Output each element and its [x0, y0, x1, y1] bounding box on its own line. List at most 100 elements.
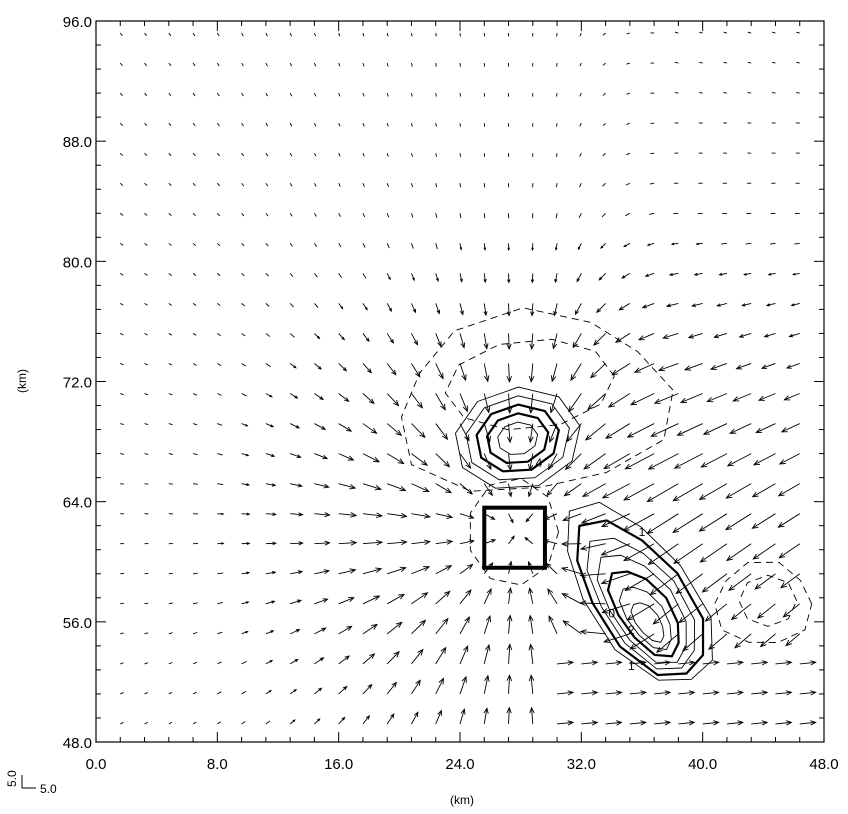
wind-vector-arrow [168, 363, 173, 366]
wind-vector-arrow [338, 685, 348, 695]
wind-vector-arrow [144, 242, 148, 246]
wind-vector-arrow [435, 709, 442, 725]
wind-vector-arrow [771, 31, 776, 34]
wind-vector-arrow [745, 242, 752, 245]
wind-vector-arrow [386, 32, 389, 37]
wind-vector-arrow [601, 212, 606, 218]
wind-vector-arrow [683, 363, 703, 371]
wind-vector-arrow [289, 243, 293, 247]
wind-vector-arrow [579, 92, 582, 97]
wind-vector-arrow [625, 182, 631, 186]
wind-vector-arrow [747, 31, 752, 34]
wind-vector-arrow [289, 453, 302, 458]
wind-vector-arrow [459, 675, 467, 695]
wind-vector-arrow [338, 183, 341, 187]
wind-vector-arrow [674, 31, 679, 34]
wind-vector-arrow [672, 513, 703, 534]
wind-vector-arrow [561, 513, 582, 522]
wind-vector-arrow [290, 570, 304, 575]
wind-vector-arrow [314, 627, 327, 635]
wind-vector-arrow [483, 303, 488, 317]
wind-vector-arrow [435, 565, 453, 575]
wind-vector-arrow [265, 570, 277, 575]
wind-vector-arrow [650, 152, 655, 155]
wind-vector-arrow [603, 633, 631, 643]
wind-vector-arrow [265, 689, 272, 695]
wind-vector-arrow [120, 333, 124, 336]
wind-vector-arrow [687, 333, 703, 339]
wind-vector-arrow [386, 123, 389, 127]
wind-vector-arrow [568, 393, 582, 413]
x-axis-title: (km) [450, 793, 474, 807]
wind-vector-arrow [528, 643, 534, 664]
wind-vector-arrow [483, 213, 486, 219]
positive-contour [596, 554, 687, 663]
wind-vector-arrow [217, 512, 225, 516]
y-tick-label: 96.0 [63, 14, 92, 31]
positive-contour [618, 586, 672, 651]
wind-vector-arrow [775, 720, 793, 726]
wind-vector-arrow [411, 566, 431, 575]
wind-vector-arrow [386, 681, 398, 695]
wind-vector-arrow [120, 272, 124, 276]
wind-vector-arrow [192, 602, 198, 605]
wind-vector-arrow [646, 483, 679, 503]
wind-vector-arrow [314, 273, 318, 278]
wind-vector-arrow [168, 721, 173, 725]
wind-vector-arrow [362, 539, 384, 546]
wind-vector-arrow [265, 303, 270, 307]
wind-vector-arrow [338, 512, 358, 518]
wind-vector-arrow [506, 643, 513, 664]
wind-vector-arrow [657, 363, 679, 372]
wind-vector-arrow [411, 423, 426, 439]
wind-vector-arrow [217, 393, 222, 396]
wind-vector-arrow [508, 535, 515, 544]
wind-vector-arrow [265, 92, 268, 97]
wind-vector-arrow [702, 720, 720, 726]
wind-vector-arrow [119, 92, 123, 97]
wind-vector-arrow [626, 62, 631, 65]
wind-vector-arrow [338, 393, 350, 403]
wind-vector-arrow [193, 572, 198, 575]
wind-vector-arrow [120, 692, 124, 695]
y-axis-title: (km) [15, 369, 29, 393]
positive-contour [465, 395, 570, 481]
wind-vector-arrow [581, 660, 599, 666]
wind-vector-arrow [217, 721, 222, 725]
wind-vector-arrow [796, 61, 800, 64]
wind-vector-arrow [411, 303, 417, 314]
wind-vector-arrow [583, 453, 606, 470]
wind-vector-arrow [386, 363, 397, 376]
wind-vector-arrow [217, 423, 223, 426]
wind-vector-arrow [314, 303, 319, 308]
wind-vector-arrow [265, 423, 275, 428]
wind-vector-arrow [144, 393, 149, 396]
wind-vector-arrow [507, 587, 513, 604]
wind-vector-arrow [570, 363, 582, 382]
wind-vector-arrow [241, 152, 245, 157]
wind-vector-arrow [338, 243, 342, 248]
wind-vector-arrow [435, 677, 444, 695]
wind-vector-arrow [192, 242, 196, 247]
wind-vector-arrow [362, 363, 373, 374]
wind-vector-arrow [629, 690, 647, 696]
wind-vector-arrow [605, 690, 623, 696]
wind-vector-arrow [730, 603, 752, 621]
wind-vector-arrow [607, 393, 631, 408]
wind-vector-arrow [483, 333, 489, 350]
wind-vector-arrow [579, 629, 606, 635]
wind-vector-arrow [144, 453, 149, 455]
wind-vector-arrow [506, 706, 512, 724]
wind-vector-arrow [289, 32, 292, 37]
wind-vector-arrow [314, 512, 331, 518]
wind-vector-arrow [771, 92, 776, 94]
wind-vector-arrow [119, 62, 123, 67]
wind-vector-arrow [525, 513, 534, 523]
wind-vector-arrow [435, 93, 437, 97]
wind-vector-arrow [168, 393, 173, 396]
wind-vector-arrow [241, 122, 244, 127]
wind-vector-arrow [338, 483, 357, 490]
wind-vector-arrow [799, 660, 817, 666]
wind-vector-arrow [362, 183, 365, 187]
x-tick-label: 40.0 [688, 756, 717, 773]
